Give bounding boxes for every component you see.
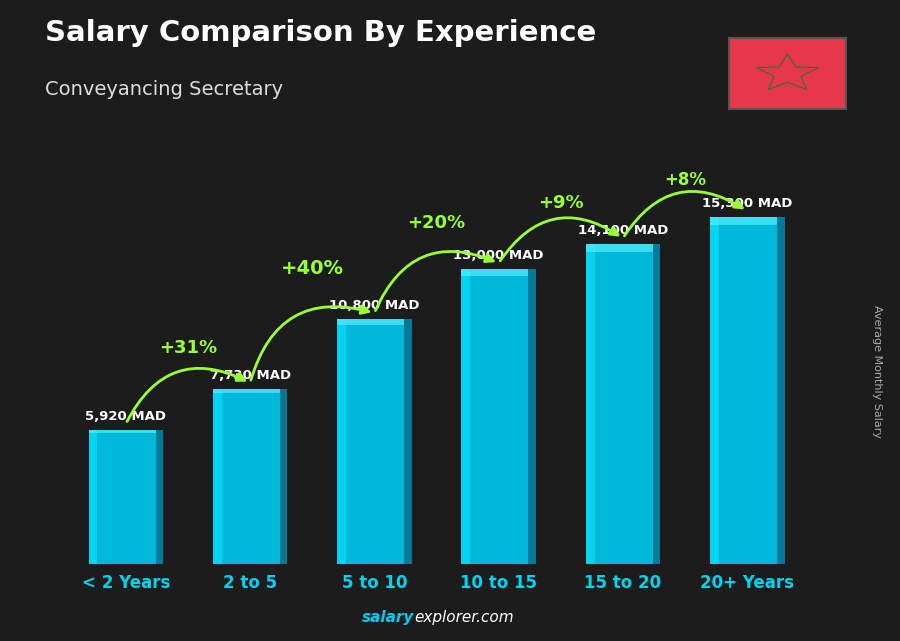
Bar xyxy=(404,319,411,564)
Bar xyxy=(212,388,280,393)
Bar xyxy=(528,269,536,564)
Text: 5,920 MAD: 5,920 MAD xyxy=(86,410,166,423)
Bar xyxy=(88,429,156,433)
Text: 14,100 MAD: 14,100 MAD xyxy=(578,224,668,237)
Text: 7,730 MAD: 7,730 MAD xyxy=(210,369,291,382)
Text: salary: salary xyxy=(362,610,414,625)
Bar xyxy=(710,217,777,225)
Bar xyxy=(212,388,287,564)
Text: +8%: +8% xyxy=(664,171,707,189)
Bar xyxy=(212,388,221,564)
Text: +40%: +40% xyxy=(281,260,344,278)
Text: +20%: +20% xyxy=(408,215,465,233)
Bar xyxy=(462,269,536,564)
Bar xyxy=(88,429,97,564)
Bar xyxy=(338,319,346,564)
Bar xyxy=(710,217,785,564)
Bar xyxy=(652,244,661,564)
Text: 13,000 MAD: 13,000 MAD xyxy=(454,249,544,262)
Text: +31%: +31% xyxy=(159,338,217,356)
Bar xyxy=(156,429,163,564)
Bar xyxy=(586,244,652,252)
Bar xyxy=(777,217,785,564)
Bar xyxy=(338,319,404,325)
Bar xyxy=(586,244,661,564)
Text: Average Monthly Salary: Average Monthly Salary xyxy=(872,305,883,438)
Bar xyxy=(462,269,528,276)
Bar xyxy=(338,319,411,564)
Text: explorer.com: explorer.com xyxy=(414,610,514,625)
Bar xyxy=(280,388,287,564)
Bar xyxy=(586,244,595,564)
Bar xyxy=(462,269,471,564)
Text: 10,800 MAD: 10,800 MAD xyxy=(329,299,419,312)
Text: +9%: +9% xyxy=(538,194,583,212)
Bar xyxy=(710,217,719,564)
Text: Salary Comparison By Experience: Salary Comparison By Experience xyxy=(45,19,596,47)
Bar xyxy=(88,429,163,564)
Text: 15,300 MAD: 15,300 MAD xyxy=(702,197,792,210)
Text: Conveyancing Secretary: Conveyancing Secretary xyxy=(45,80,284,99)
